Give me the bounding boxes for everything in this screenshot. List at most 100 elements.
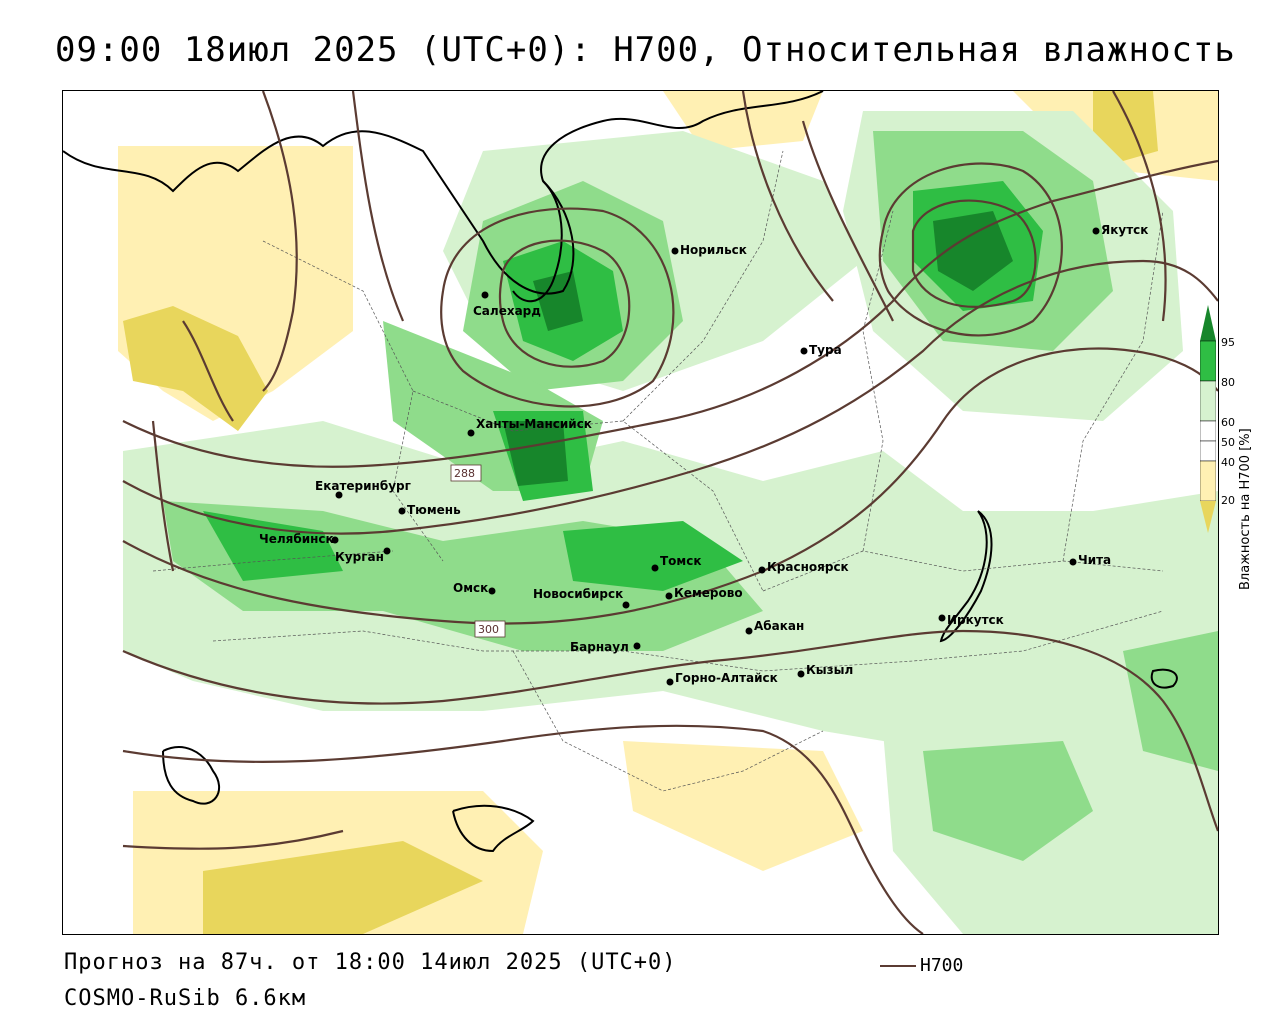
very-dry-zone-ne bbox=[1093, 91, 1158, 161]
contour-label-300: 300 bbox=[478, 623, 499, 636]
boundary-2 bbox=[412, 390, 764, 592]
humid-zone-far-se bbox=[1123, 631, 1218, 771]
city-krasnoyarsk[interactable]: Красноярск bbox=[758, 560, 849, 574]
city-kyzyl[interactable]: Кызыл bbox=[797, 663, 854, 678]
contour-294 bbox=[122, 259, 1218, 535]
coastlines bbox=[63, 91, 1178, 853]
boundary-4 bbox=[762, 550, 1164, 592]
boundary-6 bbox=[1062, 210, 1164, 562]
yamal-peninsula-coast bbox=[512, 180, 563, 303]
humidity-colorbar bbox=[1199, 305, 1217, 533]
city-label: Чита bbox=[1078, 553, 1111, 567]
city-omsk[interactable]: Омск bbox=[453, 581, 496, 595]
very-humid-band bbox=[563, 521, 743, 591]
city-label: Тюмень bbox=[407, 503, 461, 517]
colorbar-tick-50: 50 bbox=[1221, 436, 1235, 449]
city-irkutsk[interactable]: Иркутск bbox=[938, 613, 1004, 627]
h700-legend-line bbox=[880, 965, 916, 967]
map-area[interactable]: 288 300 Салехард Норильск Якутск Тура bbox=[62, 90, 1219, 935]
contour-cyclone-west-outer bbox=[440, 207, 675, 408]
very-dry-zone-south bbox=[203, 841, 483, 934]
contour-far-south bbox=[122, 829, 344, 850]
city-abakan[interactable]: Абакан bbox=[745, 619, 805, 635]
contour-west-1 bbox=[151, 420, 175, 572]
contour-label-288: 288 bbox=[454, 467, 475, 480]
city-chelyabinsk[interactable]: Челябинск bbox=[259, 532, 339, 546]
colorbar-title: Влажность на H700 [%] bbox=[1238, 428, 1253, 590]
city-tura[interactable]: Тура bbox=[800, 343, 842, 357]
city-label: Норильск bbox=[680, 243, 747, 257]
h700-contours bbox=[122, 91, 1218, 934]
very-dry-zone-west bbox=[123, 306, 268, 431]
city-label: Абакан bbox=[754, 619, 804, 633]
city-yekaterinburg[interactable]: Екатеринбург bbox=[315, 479, 411, 499]
city-kemerovo[interactable]: Кемерово bbox=[665, 586, 743, 600]
city-label: Томск bbox=[660, 554, 702, 568]
contour-306 bbox=[122, 629, 1218, 832]
city-kurgan[interactable]: Курган bbox=[335, 547, 391, 565]
contour-cyclone-east-inner bbox=[911, 199, 1037, 308]
city-label: Омск bbox=[453, 581, 488, 595]
colorbar-tick-20: 20 bbox=[1221, 494, 1235, 507]
city-tomsk[interactable]: Томск bbox=[651, 554, 702, 572]
boundary-5 bbox=[862, 210, 894, 552]
city-novosibirsk[interactable]: Новосибирск bbox=[533, 587, 630, 609]
city-yakutsk[interactable]: Якутск bbox=[1092, 223, 1149, 237]
humid-zone-se bbox=[923, 741, 1093, 861]
contour-north-1 bbox=[261, 91, 298, 392]
colorbar-band-40-50 bbox=[1199, 440, 1217, 462]
caspian-coast bbox=[162, 746, 220, 805]
city-salekhard[interactable]: Салехард bbox=[473, 291, 541, 319]
contour-300 bbox=[122, 347, 1218, 625]
city-label: Екатеринбург bbox=[315, 479, 411, 493]
colorbar-tick-80: 80 bbox=[1221, 376, 1235, 389]
city-label: Якутск bbox=[1101, 223, 1148, 237]
city-barnaul[interactable]: Барнаул bbox=[570, 640, 641, 654]
colorbar-top-arrow bbox=[1200, 305, 1216, 341]
colorbar-band-50-60 bbox=[1199, 420, 1217, 442]
city-chita[interactable]: Чита bbox=[1069, 553, 1112, 567]
colorbar-band-80-95 bbox=[1199, 340, 1217, 382]
city-gorno-altaysk[interactable]: Горно-Алтайск bbox=[666, 671, 778, 686]
city-label: Иркутск bbox=[947, 613, 1004, 627]
colorbar-band-20-40 bbox=[1199, 460, 1217, 502]
city-label: Челябинск bbox=[259, 532, 334, 546]
city-label: Тура bbox=[809, 343, 842, 357]
h700-legend-label: H700 bbox=[920, 955, 964, 976]
city-tyumen[interactable]: Тюмень bbox=[398, 503, 462, 517]
boundary-7 bbox=[212, 610, 1164, 672]
city-label: Кызыл bbox=[806, 663, 853, 677]
contour-cyclone-west-inner bbox=[498, 239, 631, 368]
city-label: Барнаул bbox=[570, 640, 629, 654]
contour-288 bbox=[122, 159, 1218, 468]
map-canvas: 288 300 Салехард Норильск Якутск Тура bbox=[63, 91, 1218, 934]
colorbar-bottom-arrow bbox=[1200, 501, 1216, 533]
city-norilsk[interactable]: Норильск bbox=[671, 243, 747, 257]
arctic-coastline bbox=[63, 91, 824, 295]
contour-north-3 bbox=[741, 91, 834, 302]
city-khanty-mansiysk[interactable]: Ханты-Мансийск bbox=[467, 417, 592, 437]
model-name: COSMO-RuSib 6.6км bbox=[64, 986, 307, 1011]
contour-north-4 bbox=[801, 120, 894, 322]
h700-legend: H700 bbox=[880, 955, 963, 976]
city-markers: Салехард Норильск Якутск Тура Ханты-Манс… bbox=[259, 223, 1148, 686]
city-label: Красноярск bbox=[767, 560, 849, 574]
contour-west-2 bbox=[182, 320, 234, 422]
dry-zone-ne2 bbox=[663, 91, 823, 151]
humidity-field bbox=[118, 91, 1218, 934]
forecast-info: Прогноз на 87ч. от 18:00 14июл 2025 (UTC… bbox=[64, 950, 677, 975]
city-label: Ханты-Мансийск bbox=[476, 417, 592, 431]
boundary-8 bbox=[152, 550, 394, 572]
max-humid-cyclone-west bbox=[533, 271, 583, 331]
max-humid-central bbox=[503, 421, 568, 486]
admin-boundaries bbox=[152, 150, 1164, 792]
aral-sea-coast bbox=[452, 804, 535, 853]
contour-cyclone-east-outer bbox=[878, 162, 1063, 337]
colorbar-tick-95: 95 bbox=[1221, 336, 1235, 349]
colorbar-tick-60: 60 bbox=[1221, 416, 1235, 429]
max-humid-cyclone-east bbox=[933, 211, 1013, 291]
dry-zone-mid bbox=[623, 741, 863, 871]
city-label: Курган bbox=[335, 550, 384, 564]
city-label: Салехард bbox=[473, 304, 541, 318]
colorbar-tick-40: 40 bbox=[1221, 456, 1235, 469]
